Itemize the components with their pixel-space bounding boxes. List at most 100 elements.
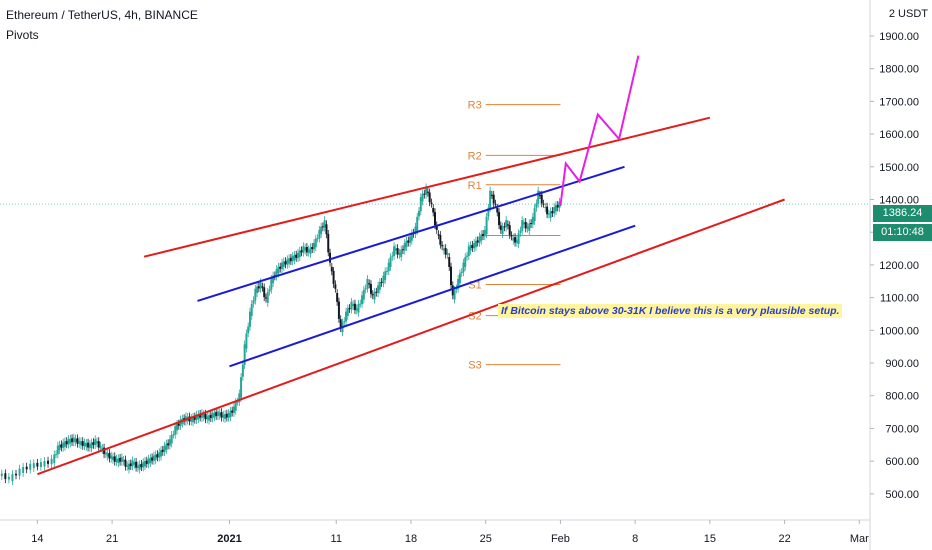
candle-body: [211, 413, 214, 419]
x-tick-label: 18: [405, 533, 417, 545]
candle-body: [432, 208, 435, 213]
candle-body: [149, 457, 152, 464]
pivot-label: R3: [468, 100, 482, 112]
candle-body: [316, 238, 319, 240]
candle-body: [551, 211, 554, 214]
candle-body: [391, 255, 394, 257]
candle-body: [204, 413, 207, 420]
annotation-note: If Bitcoin stays above 30-31K I believe …: [498, 304, 843, 318]
candle-body: [192, 416, 195, 423]
candle-body: [272, 275, 275, 284]
y-tick-label: 1400.00: [879, 194, 919, 206]
candle-body: [72, 437, 75, 443]
line-outer-lower: [37, 198, 785, 476]
candle-body: [519, 230, 522, 233]
candle-body: [257, 286, 260, 289]
candle-body: [494, 203, 497, 205]
candle-body: [544, 207, 547, 209]
candle-body: [384, 271, 387, 280]
candle-body: [256, 286, 259, 294]
candle-body: [473, 242, 476, 249]
candle-body: [250, 304, 253, 316]
candle-body: [394, 248, 397, 251]
candle-body: [197, 414, 200, 419]
candle-body: [471, 244, 474, 249]
candle-body: [124, 459, 127, 467]
candle-body: [435, 225, 438, 230]
candle-body: [464, 257, 467, 267]
candle-body: [382, 275, 385, 284]
candle-body: [396, 248, 399, 255]
candle-body: [503, 226, 506, 228]
candle-body: [441, 245, 444, 247]
y-tick-label: 1100.00: [880, 293, 919, 305]
candle-body: [300, 250, 303, 253]
candle-body: [163, 445, 166, 453]
candle-body: [409, 236, 412, 243]
candle-body: [453, 289, 456, 300]
candle-body: [270, 278, 273, 290]
currency-unit[interactable]: 2 USDT: [888, 8, 928, 20]
candle-body: [69, 438, 72, 444]
candle-body: [140, 463, 143, 468]
candle-body: [145, 460, 148, 464]
price-candles: [0, 183, 561, 486]
candle-body: [323, 220, 326, 228]
candle-body: [400, 249, 403, 258]
candle-body: [67, 439, 70, 445]
candle-body: [268, 289, 271, 292]
candle-body: [85, 443, 88, 447]
candle-body: [47, 460, 50, 464]
candle-body: [375, 291, 378, 293]
candle-body: [314, 238, 317, 248]
candle-body: [506, 224, 509, 226]
candle-body: [501, 226, 504, 235]
candle-body: [450, 266, 453, 286]
candle-body: [200, 413, 203, 418]
candle-body: [4, 473, 7, 480]
indicator-label: Pivots: [6, 28, 39, 42]
candle-body: [549, 211, 552, 218]
candle-body: [160, 450, 163, 457]
candle-body: [254, 288, 257, 301]
candle-body: [490, 194, 493, 196]
candle-body: [291, 256, 294, 262]
candle-body: [78, 440, 81, 445]
y-tick-label: 1700.00: [879, 96, 919, 108]
y-tick-label: 1500.00: [879, 162, 919, 174]
y-tick-label: 500.00: [885, 489, 919, 501]
candle-body: [127, 463, 130, 470]
candle-body: [558, 201, 561, 208]
candle-body: [403, 242, 406, 251]
candle-body: [295, 254, 298, 258]
candle-body: [554, 205, 557, 212]
candle-body: [156, 454, 159, 458]
candle-body: [385, 270, 388, 272]
candle-body: [168, 439, 171, 446]
candle-body: [508, 225, 511, 235]
candle-body: [425, 187, 428, 195]
candle-body: [229, 410, 232, 418]
candle-body: [320, 226, 323, 235]
x-tick-label: 15: [704, 533, 716, 545]
candle-body: [421, 193, 424, 202]
candle-body: [172, 434, 175, 436]
candle-body: [517, 233, 520, 244]
candle-body: [63, 441, 66, 447]
candle-body: [126, 465, 129, 467]
candle-body: [448, 257, 451, 267]
candle-body: [25, 466, 28, 470]
candle-body: [195, 414, 198, 421]
line-projection: [559, 55, 640, 207]
candle-body: [430, 202, 433, 204]
candle-body: [428, 192, 431, 203]
candle-body: [362, 289, 365, 300]
candle-body: [350, 301, 353, 310]
candle-body: [152, 455, 155, 461]
pivot-label: R1: [468, 180, 482, 192]
candle-body: [522, 222, 525, 225]
candle-body: [330, 266, 333, 272]
candle-body: [170, 434, 173, 444]
candle-body: [32, 463, 35, 468]
